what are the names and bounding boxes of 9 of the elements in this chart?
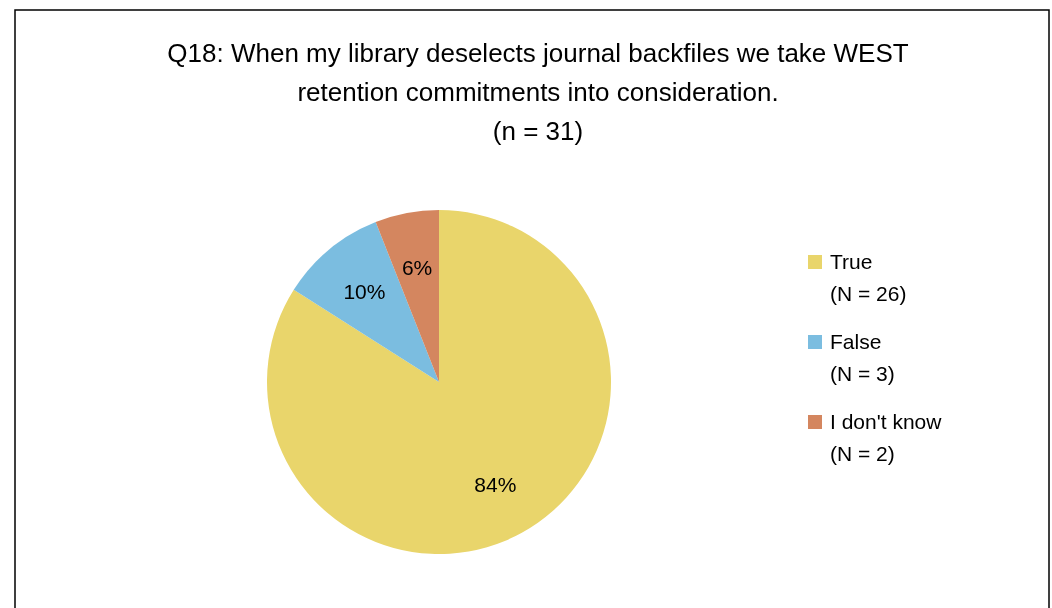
pie-slice <box>293 222 439 382</box>
data-label: 10% <box>343 280 386 304</box>
chart-title: Q18: When my library deselects journal backfiles we take WEST retention commitments into consideration. (n = 31) <box>167 38 909 146</box>
legend-label: True (N = 26) <box>830 250 907 306</box>
legend-label: I don't know (N = 2) <box>830 410 943 466</box>
legend-label: False (N = 3) <box>830 330 895 386</box>
data-label: 84% <box>474 472 517 496</box>
pie-slice <box>267 210 611 554</box>
data-label: 6% <box>401 255 433 279</box>
